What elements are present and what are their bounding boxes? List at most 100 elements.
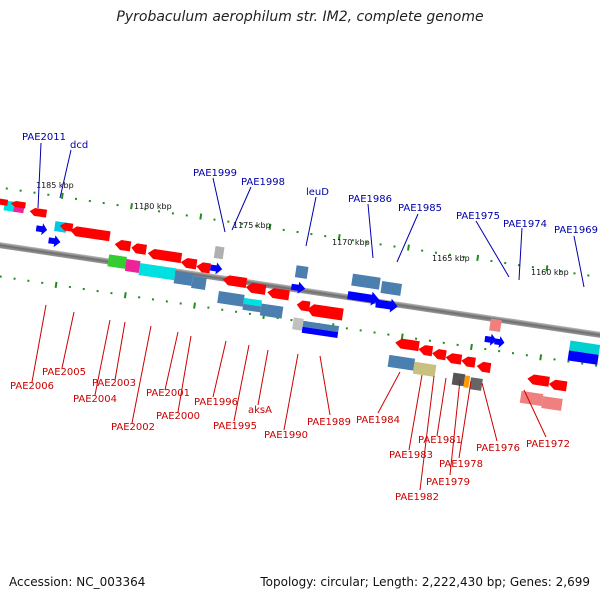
gene-aksa[interactable]: [267, 287, 290, 301]
gene-pae1985[interactable]: [380, 281, 403, 296]
gene-label-leud[interactable]: leuD: [306, 187, 329, 198]
gene-pae1995-block[interactable]: [243, 297, 263, 307]
gene-pae1989-block2[interactable]: [301, 326, 339, 339]
gene-label-pae2000[interactable]: PAE2000: [156, 411, 200, 422]
tick-mark: [234, 310, 238, 313]
gene-label-pae1996[interactable]: PAE1996: [194, 397, 238, 408]
gene-pae1975-arrow[interactable]: [484, 333, 498, 347]
gene-pae1976-block[interactable]: [469, 377, 483, 391]
gene-pae2003[interactable]: [131, 243, 147, 255]
gene-pae2003-block[interactable]: [124, 259, 141, 273]
gene-pae2004-block[interactable]: [107, 254, 127, 269]
gene-pae1989-block[interactable]: [302, 320, 340, 333]
gene-leud[interactable]: [294, 265, 309, 279]
gene-label-pae1975[interactable]: PAE1975: [456, 211, 500, 222]
gene-pae1998[interactable]: [209, 262, 223, 276]
gene-leud-arrow[interactable]: [290, 281, 307, 295]
gene-label-pae1981[interactable]: PAE1981: [418, 435, 462, 446]
gene-label-pae1982[interactable]: PAE1982: [395, 492, 439, 503]
gene-pae1995[interactable]: [245, 282, 267, 295]
gene-label-pae1983[interactable]: PAE1983: [389, 450, 433, 461]
gene-label-pae1974[interactable]: PAE1974: [503, 219, 547, 230]
gene-label-pae2001[interactable]: PAE2001: [146, 388, 190, 399]
gene-pae1983-block[interactable]: [412, 361, 437, 377]
gene-pae1978-block[interactable]: [463, 375, 471, 388]
gene-dcd-arrow[interactable]: [48, 234, 62, 248]
gene-pae1996[interactable]: [222, 275, 248, 288]
gene-pae2002[interactable]: [147, 248, 183, 264]
gene-pae1972[interactable]: [527, 374, 550, 387]
gene-label-pae1976[interactable]: PAE1976: [476, 443, 520, 454]
gene-label-pae1989[interactable]: PAE1989: [307, 417, 351, 428]
gene-pae2011[interactable]: [35, 222, 48, 236]
gene-pae1990-block[interactable]: [292, 317, 304, 331]
gene-label-pae1979[interactable]: PAE1979: [426, 477, 470, 488]
tick-mark: [130, 203, 133, 210]
tick-mark: [254, 224, 258, 227]
gene-pae1990[interactable]: [296, 300, 311, 312]
gene-pae2000[interactable]: [196, 261, 211, 274]
gene-pae1969[interactable]: [569, 340, 600, 355]
gene-pae1984-block[interactable]: [387, 354, 416, 371]
gene-pae1986-arrow[interactable]: [347, 288, 381, 307]
gene-label-pae1984[interactable]: PAE1984: [356, 415, 400, 426]
gene-pae1999[interactable]: [213, 246, 225, 260]
gene-pae2006[interactable]: [59, 222, 74, 232]
gene-label-pae2006[interactable]: PAE2006: [10, 381, 54, 392]
gene-pae1974-arrow[interactable]: [494, 335, 506, 348]
gene-pae1975[interactable]: [489, 318, 502, 333]
gene-pae1986[interactable]: [351, 273, 381, 290]
gene-pae1981[interactable]: [445, 352, 463, 365]
tick-mark: [157, 210, 161, 213]
tick-mark: [462, 255, 465, 258]
gene-pae1995-block2[interactable]: [242, 303, 262, 313]
gene-left-2[interactable]: [10, 200, 26, 209]
gene-pae2001[interactable]: [180, 257, 198, 270]
gene-pae1969b[interactable]: [567, 350, 599, 365]
gene-label-pae1972[interactable]: PAE1972: [526, 439, 570, 450]
gene-pae1984[interactable]: [395, 338, 420, 352]
gene-pae1979-block[interactable]: [451, 372, 466, 387]
gene-label-pae1978[interactable]: PAE1978: [439, 459, 483, 470]
gene-label-pae2004[interactable]: PAE2004: [73, 394, 117, 405]
gene-label-aksa[interactable]: aksA: [248, 405, 272, 416]
gene-pae1985-arrow[interactable]: [375, 296, 399, 313]
tick-mark: [185, 214, 188, 217]
gene-pae2000-block[interactable]: [191, 276, 207, 290]
gene-pae2005[interactable]: [70, 225, 111, 242]
gene-pae1972-block[interactable]: [519, 390, 544, 406]
gene-label-pae2003[interactable]: PAE2003: [92, 378, 136, 389]
gene-label-pae1969[interactable]: PAE1969: [554, 225, 598, 236]
gene-label-pae1998[interactable]: PAE1998: [241, 177, 285, 188]
gene-pae2001-block[interactable]: [173, 271, 194, 286]
gene-label-pae1985[interactable]: PAE1985: [398, 203, 442, 214]
gene-pae1982[interactable]: [431, 348, 447, 361]
tick-mark: [296, 230, 299, 234]
tick-mark: [310, 232, 313, 236]
tick-mark: [484, 347, 487, 351]
gene-label-pae2002[interactable]: PAE2002: [111, 422, 155, 433]
gene-pae1972b[interactable]: [548, 379, 568, 392]
gene-left-1[interactable]: [0, 198, 9, 206]
gene-label-pae1999[interactable]: PAE1999: [193, 168, 237, 179]
gene-pae1989[interactable]: [306, 303, 344, 321]
tick-mark: [19, 189, 22, 192]
gene-label-pae2011[interactable]: PAE2011: [22, 132, 66, 143]
gene-pae1972-block2[interactable]: [541, 396, 563, 411]
gene-left-3[interactable]: [29, 207, 48, 218]
gene-label-pae1986[interactable]: PAE1986: [348, 194, 392, 205]
gene-pae2002-block[interactable]: [138, 263, 176, 281]
gene-label-pae2005[interactable]: PAE2005: [42, 367, 86, 378]
gene-label-pae1990[interactable]: PAE1990: [264, 430, 308, 441]
gene-pae1983[interactable]: [418, 344, 434, 357]
gene-aksa-block[interactable]: [259, 303, 284, 319]
gene-pae2004[interactable]: [114, 239, 132, 252]
position-labels: 1185 kbp 1180 kbp 1175 kbp 1170 kbp 1165…: [36, 181, 569, 277]
gene-label-pae1995[interactable]: PAE1995: [213, 421, 257, 432]
gene-pae1996-block[interactable]: [217, 291, 245, 307]
gene-pae1979[interactable]: [461, 356, 476, 368]
tick-mark: [68, 285, 72, 289]
gene-label-dcd[interactable]: dcd: [70, 140, 88, 151]
tick-mark: [539, 354, 543, 361]
gene-pae1978[interactable]: [476, 361, 492, 373]
